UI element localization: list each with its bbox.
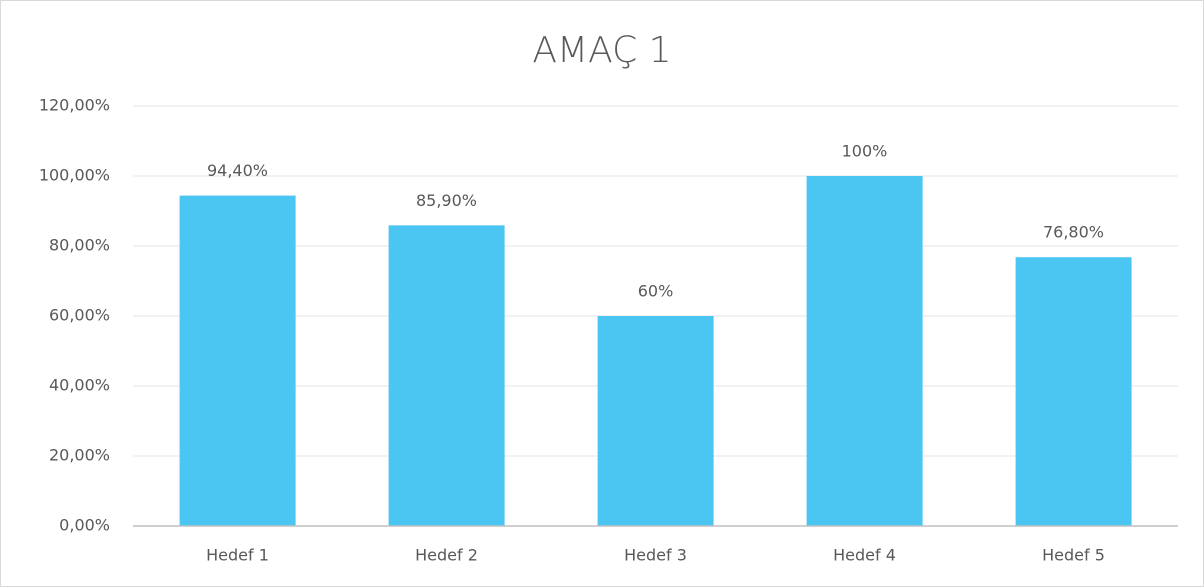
y-tick-label: 20,00% bbox=[49, 446, 110, 465]
bar bbox=[597, 316, 714, 526]
x-tick-label: Hedef 1 bbox=[206, 546, 269, 565]
bar bbox=[179, 195, 296, 526]
y-tick-label: 0,00% bbox=[59, 516, 110, 535]
chart-title: AMAÇ 1 bbox=[532, 30, 671, 71]
x-tick-label: Hedef 5 bbox=[1042, 546, 1105, 565]
y-tick-label: 60,00% bbox=[49, 306, 110, 325]
y-tick-label: 100,00% bbox=[39, 166, 110, 185]
data-label: 60% bbox=[638, 282, 674, 301]
data-label: 100% bbox=[842, 142, 888, 161]
bar bbox=[806, 176, 923, 526]
y-tick-label: 120,00% bbox=[39, 96, 110, 115]
y-tick-label: 80,00% bbox=[49, 236, 110, 255]
x-tick-label: Hedef 4 bbox=[833, 546, 896, 565]
bar bbox=[388, 225, 505, 526]
data-label: 94,40% bbox=[207, 161, 268, 180]
x-tick-label: Hedef 3 bbox=[624, 546, 687, 565]
y-tick-label: 40,00% bbox=[49, 376, 110, 395]
data-label: 85,90% bbox=[416, 191, 477, 210]
data-label: 76,80% bbox=[1043, 223, 1104, 242]
bar bbox=[1015, 257, 1132, 526]
x-tick-label: Hedef 2 bbox=[415, 546, 478, 565]
